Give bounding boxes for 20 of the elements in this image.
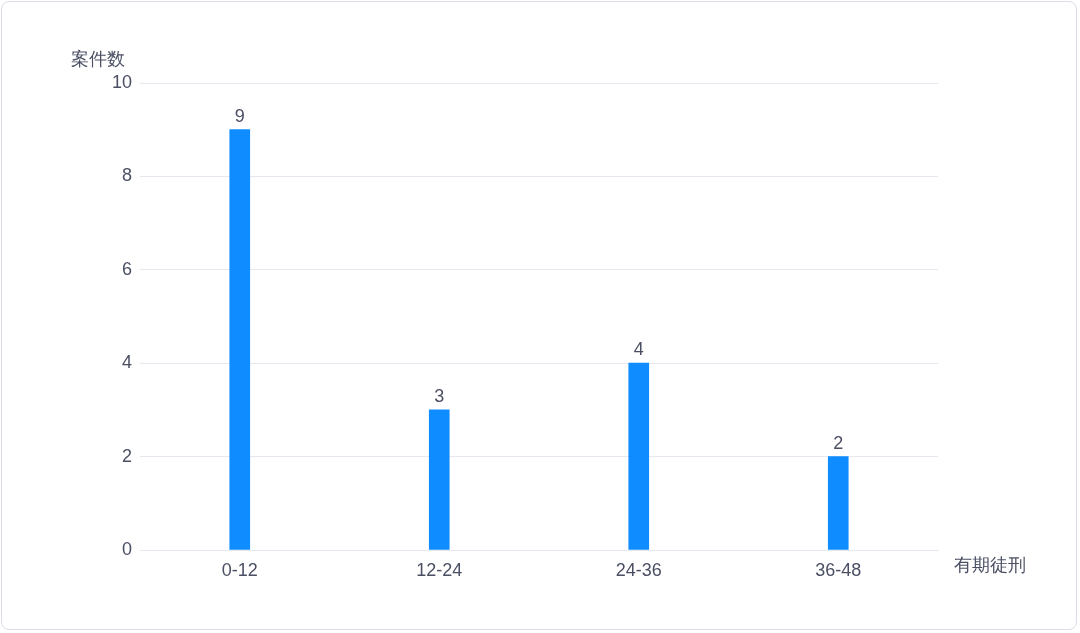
data-label: 9 xyxy=(234,105,245,126)
y-tick-label: 0 xyxy=(121,538,132,559)
x-tick-label: 0-12 xyxy=(221,559,258,580)
bar xyxy=(428,409,450,550)
x-axis-title: 有期徒刑 xyxy=(954,554,1026,575)
y-tick-label: 6 xyxy=(121,258,132,279)
data-label: 4 xyxy=(633,339,644,360)
y-tick-label: 4 xyxy=(121,352,132,373)
data-label: 3 xyxy=(434,385,445,406)
bar xyxy=(628,362,650,550)
data-label: 2 xyxy=(833,432,844,453)
bar xyxy=(827,456,849,550)
y-tick-label: 2 xyxy=(121,445,132,466)
y-tick-label: 8 xyxy=(121,165,132,186)
bar xyxy=(229,129,251,550)
y-axis-title: 案件数 xyxy=(71,48,125,69)
x-tick-label: 12-24 xyxy=(416,559,463,580)
x-tick-label: 24-36 xyxy=(615,559,662,580)
x-tick-label: 36-48 xyxy=(815,559,862,580)
y-tick-label: 10 xyxy=(111,71,132,92)
